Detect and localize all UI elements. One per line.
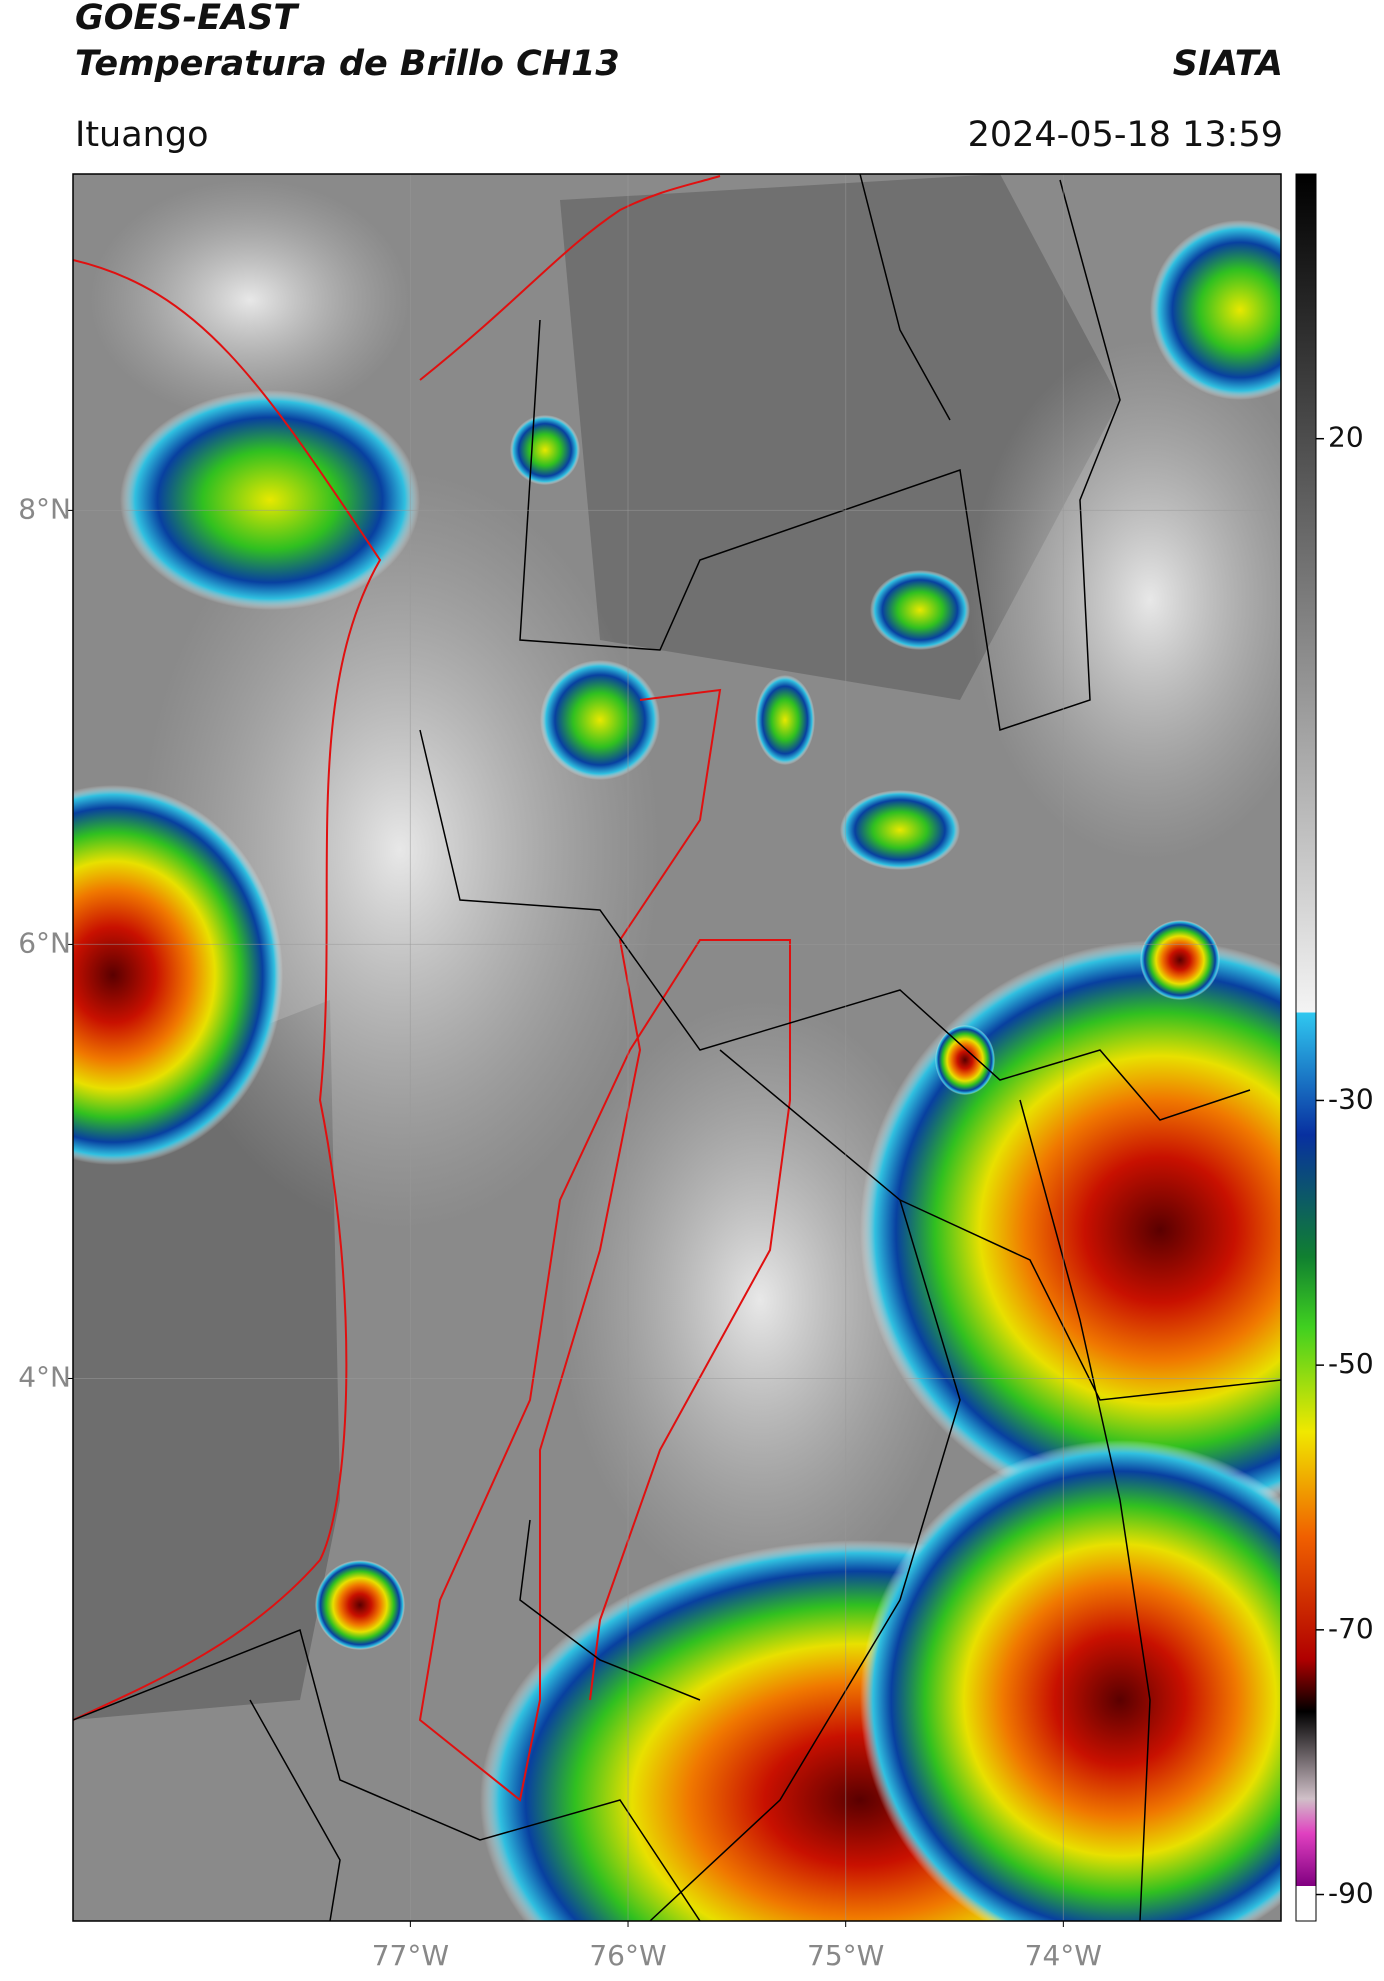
storm: [510, 415, 580, 485]
lat-tick-label: 6°N: [18, 926, 71, 959]
storm: [860, 1440, 1281, 1921]
colorbar-tick-label: -30: [1328, 1082, 1374, 1115]
storm: [315, 1560, 405, 1650]
lon-tick-label: 75°W: [807, 1939, 884, 1972]
map-frame: [72, 173, 1282, 1922]
lat-tick-label: 4°N: [18, 1360, 71, 1393]
coastline: [419, 175, 721, 381]
map-image: [73, 174, 1281, 1921]
graticule: [73, 174, 1281, 1921]
colorbar-tick-label: 20: [1328, 421, 1364, 454]
storm: [540, 660, 660, 780]
storm: [1150, 220, 1281, 400]
coastline: [73, 259, 382, 1721]
storm: [120, 390, 420, 610]
cloud: [970, 340, 1281, 860]
region: Ituango: [75, 115, 209, 155]
lon-tick-label: 77°W: [372, 1939, 449, 1972]
datetime: 2024-05-18 13:59: [968, 115, 1283, 155]
cloud: [90, 180, 410, 420]
department-border: [418, 688, 791, 1802]
storm: [870, 570, 970, 650]
org: SIATA: [1173, 44, 1283, 84]
storm: [73, 785, 283, 1165]
lon-tick-label: 76°W: [589, 1939, 666, 1972]
colorbar: [1295, 173, 1317, 1922]
title: Temperatura de Brillo CH13: [75, 44, 620, 84]
storm: [1140, 920, 1220, 1000]
lon-tick-label: 74°W: [1025, 1939, 1102, 1972]
colorbar-tick-label: -70: [1328, 1612, 1374, 1645]
product: GOES-EAST: [75, 0, 300, 38]
colorbar-tick-label: -90: [1328, 1877, 1374, 1910]
storm: [840, 790, 960, 870]
lat-tick-label: 8°N: [18, 492, 71, 525]
colorbar-tick-label: -50: [1328, 1347, 1374, 1380]
storm: [755, 675, 815, 765]
storm: [935, 1025, 995, 1095]
